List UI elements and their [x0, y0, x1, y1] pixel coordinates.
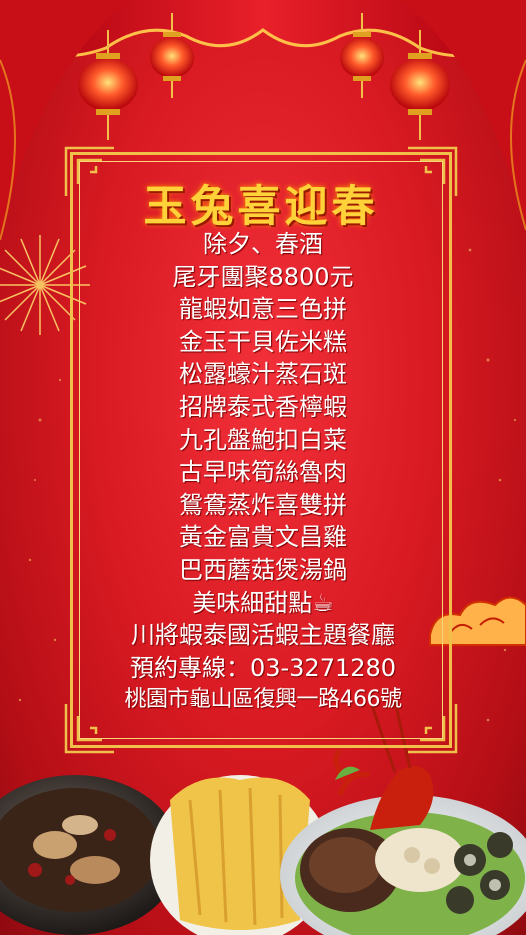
menu-line-dish: 金玉干貝佐米糕 — [179, 327, 347, 356]
menu-line-dish: 鴛鴦蒸炸喜雙拼 — [179, 490, 347, 519]
gold-frame — [70, 152, 452, 748]
firework — [0, 235, 90, 335]
gold-speckles — [18, 248, 517, 722]
menu-line-dish: 招牌泰式香檸蝦 — [179, 392, 347, 421]
menu-list: 除夕、春酒 尾牙團聚8800元 龍蝦如意三色拼 金玉干貝佐米糕 松露蠔汁蒸石斑 … — [60, 228, 466, 717]
menu-line-dish: 九孔盤鮑扣白菜 — [179, 425, 347, 454]
menu-line-price: 尾牙團聚8800元 — [172, 262, 354, 291]
menu-line-dish: 黃金富貴文昌雞 — [179, 523, 347, 552]
menu-line-dessert: 美味細甜點☕ — [192, 588, 334, 617]
menu-line-event: 除夕、春酒 — [203, 230, 323, 258]
frame-corner-ornaments — [64, 146, 458, 754]
restaurant-address: 桃園市龜山區復興一路466號 — [124, 687, 403, 713]
menu-line-dish: 松露蠔汁蒸石斑 — [179, 360, 347, 389]
food-dishes — [0, 699, 526, 935]
menu-line-dish: 巴西蘑菇煲湯鍋 — [179, 555, 347, 584]
menu-line-dish: 古早味筍絲魯肉 — [179, 458, 347, 487]
lantern — [78, 13, 450, 140]
restaurant-name: 川將蝦泰國活蝦主題餐廳 — [131, 621, 395, 650]
menu-line-dish: 龍蝦如意三色拼 — [179, 295, 347, 324]
poster-title: 玉兔喜迎春 — [143, 182, 379, 232]
reservation-phone: 預約專線：03-3271280 — [129, 653, 397, 682]
